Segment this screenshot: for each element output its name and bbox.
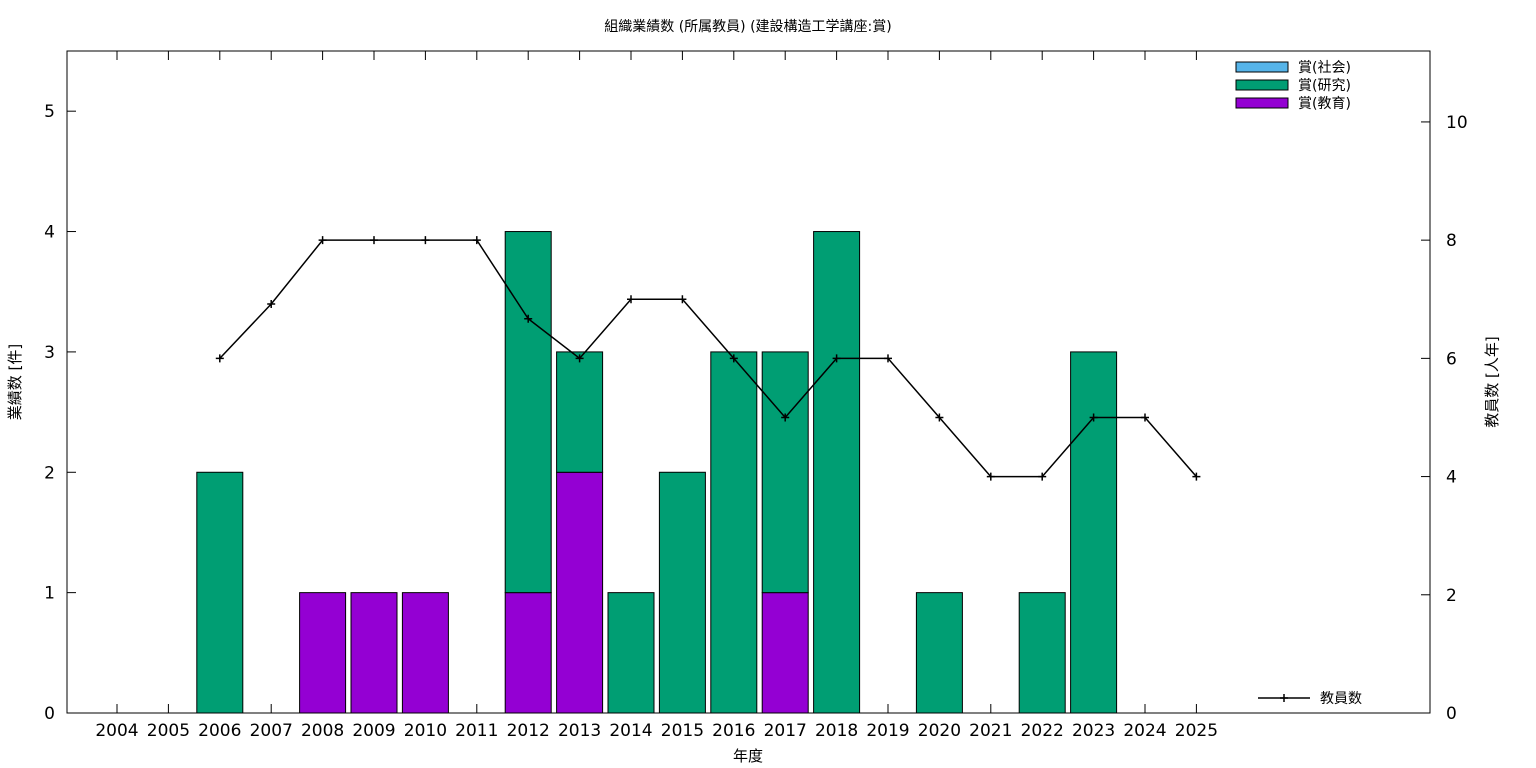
legend-label: 賞(教育) (1298, 96, 1351, 112)
y-tick-label: 1 (44, 584, 55, 604)
x-tick-label: 2020 (918, 721, 961, 741)
y-tick-label: 2 (44, 463, 55, 483)
x-axis-title: 年度 (733, 747, 763, 765)
bar (350, 592, 398, 714)
bar (710, 351, 758, 714)
line-point (472, 236, 481, 245)
bar (556, 351, 604, 473)
chart-title: 組織業績数 (所属教員) (建設構造工学講座:賞) (604, 19, 891, 35)
x-tick-label: 2016 (712, 721, 755, 741)
bar (401, 592, 449, 714)
x-tick-label: 2007 (250, 721, 293, 741)
y-axis-tick-labels: 0 1 2 3 4 5 (44, 102, 55, 724)
line-point (575, 354, 584, 363)
line-point (318, 236, 327, 245)
y2-tick-label: 2 (1446, 586, 1457, 606)
bar (761, 351, 809, 594)
x-tick-label: 2023 (1072, 721, 1115, 741)
y-tick-label: 4 (44, 223, 55, 243)
bar (658, 471, 706, 714)
line-point (1192, 472, 1201, 481)
line-point (986, 472, 995, 481)
line-point (1089, 413, 1098, 422)
line-point (1141, 413, 1149, 422)
bar (504, 231, 552, 594)
bar (1070, 351, 1118, 714)
bar (196, 471, 244, 714)
bars-group (196, 231, 1118, 714)
y-tick-label: 3 (44, 343, 55, 363)
bar (556, 471, 604, 714)
bar (299, 592, 347, 714)
line-point (781, 413, 790, 422)
x-tick-label: 2018 (815, 721, 858, 741)
line-point (421, 236, 430, 245)
x-tick-label: 2022 (1021, 721, 1064, 741)
line-point (678, 295, 687, 304)
x-tick-label: 2004 (95, 721, 138, 741)
x-tick-label: 2009 (352, 721, 395, 741)
line-point (627, 295, 635, 304)
x-tick-label: 2010 (404, 721, 447, 741)
line-point (524, 314, 533, 323)
x-tick-label: 2017 (764, 721, 807, 741)
legend-swatch (1235, 97, 1289, 109)
y2-tick-label: 4 (1446, 468, 1457, 488)
y2-tick-label: 8 (1446, 231, 1457, 251)
x-axis-tick-labels: 2004 2005 2006 2007 2008 2009 2010 2011 2012 2013… (95, 721, 1218, 741)
y2-axis-tick-labels: 0 2 4 6 8 10 (1446, 113, 1468, 724)
y2-tick-label: 10 (1446, 113, 1468, 133)
line-point (935, 413, 944, 422)
line-point (1038, 472, 1047, 481)
legend-label: 教員数 (1320, 691, 1362, 707)
x-tick-label: 2012 (507, 721, 550, 741)
x-tick-label: 2006 (198, 721, 241, 741)
line-point (729, 354, 738, 363)
line-point (215, 354, 224, 363)
x-tick-label: 2019 (866, 721, 909, 741)
legend: 賞(社会) 賞(研究) 賞(教育) (1235, 60, 1351, 112)
series-line (219, 239, 1197, 478)
y-tick-label: 0 (44, 704, 55, 724)
bar (504, 592, 552, 714)
line-legend: 教員数 (1258, 691, 1362, 707)
x-tick-label: 2025 (1175, 721, 1218, 741)
x-tick-label: 2021 (969, 721, 1012, 741)
y-axis-title: 業績数 [件] (6, 344, 24, 420)
line-point (832, 354, 841, 363)
x-tick-label: 2014 (609, 721, 652, 741)
legend-line-marker (1280, 694, 1288, 702)
bar (761, 592, 809, 714)
bar (1018, 592, 1066, 714)
line-point (267, 299, 276, 308)
bar (915, 592, 963, 714)
y2-axis-title: 教員数 [人年] (1483, 336, 1501, 427)
bar (607, 592, 655, 714)
line-group (215, 236, 1201, 481)
x-tick-label: 2011 (455, 721, 498, 741)
legend-swatch (1235, 61, 1289, 73)
legend-label: 賞(社会) (1298, 60, 1351, 76)
line-point (884, 354, 892, 363)
y2-tick-label: 0 (1446, 704, 1457, 724)
x-tick-label: 2013 (558, 721, 601, 741)
y-tick-label: 5 (44, 102, 55, 122)
x-tick-label: 2005 (147, 721, 190, 741)
x-tick-label: 2008 (301, 721, 344, 741)
legend-label: 賞(研究) (1298, 78, 1351, 94)
y2-tick-label: 6 (1446, 349, 1457, 369)
x-tick-label: 2024 (1123, 721, 1166, 741)
bar (813, 231, 861, 714)
x-tick-label: 2015 (661, 721, 704, 741)
legend-swatch (1235, 79, 1289, 91)
line-point (370, 236, 378, 245)
